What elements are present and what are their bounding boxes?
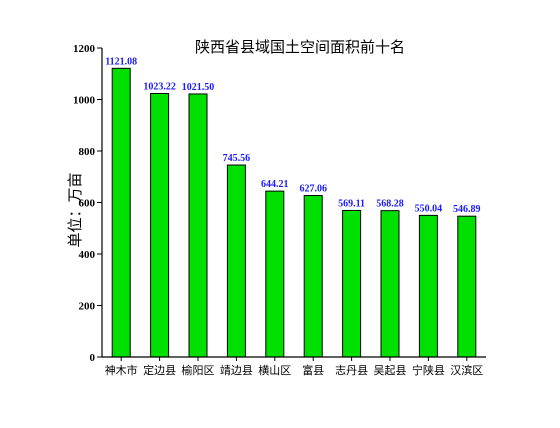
bar <box>111 67 131 358</box>
bar <box>226 164 246 358</box>
x-tick-label: 富县 <box>302 363 324 377</box>
data-label: 644.21 <box>261 179 289 190</box>
y-tick-label: 0 <box>90 352 96 364</box>
data-label: 1023.22 <box>143 82 176 93</box>
chart-title: 陕西省县域国土空间面积前十名 <box>195 38 405 56</box>
x-tick-label: 神木市 <box>105 363 138 377</box>
y-tick-label: 400 <box>79 249 96 261</box>
axes <box>101 48 486 358</box>
bar <box>342 209 362 358</box>
bar <box>188 93 208 358</box>
bar <box>380 210 400 358</box>
data-label: 1021.50 <box>182 82 215 93</box>
y-axis-ticks: 0 200 400 600 800 1000 1200 <box>73 43 102 364</box>
y-tick-label: 800 <box>79 146 96 158</box>
data-label: 1121.08 <box>105 56 137 67</box>
x-tick-label: 榆阳区 <box>182 363 215 377</box>
x-tick-label: 汉滨区 <box>450 363 483 377</box>
x-tick-label: 吴起县 <box>374 364 407 377</box>
x-tick-label: 宁陕县 <box>412 363 445 377</box>
bar <box>303 195 323 358</box>
x-tick-label: 靖边县 <box>220 364 253 377</box>
data-label: 568.28 <box>376 199 404 210</box>
x-tick-label: 横山区 <box>258 363 291 377</box>
data-label: 627.06 <box>299 184 327 195</box>
data-label: 745.56 <box>223 153 251 164</box>
bar <box>265 190 285 358</box>
bars <box>111 67 477 361</box>
x-tick-label: 定边县 <box>143 363 176 377</box>
y-tick-label: 600 <box>79 198 96 210</box>
category-labels: 神木市 定边县 榆阳区 靖边县 横山区 富县 志丹县 吴起县 宁陕县 汉滨区 <box>105 363 484 377</box>
data-label: 569.11 <box>338 198 365 209</box>
bar <box>457 215 477 358</box>
y-tick-label: 1200 <box>73 43 96 55</box>
bar <box>150 93 170 358</box>
value-labels: 1121.08 1023.22 1021.50 745.56 644.21 627.06 5… <box>105 56 480 215</box>
x-tick-label: 志丹县 <box>335 364 368 377</box>
y-tick-label: 200 <box>79 301 96 313</box>
y-tick-label: 1000 <box>73 95 96 107</box>
bar <box>418 214 438 358</box>
data-label: 546.89 <box>453 204 481 215</box>
y-axis-label: 单位：万亩 <box>66 172 84 247</box>
data-label: 550.04 <box>415 203 443 214</box>
